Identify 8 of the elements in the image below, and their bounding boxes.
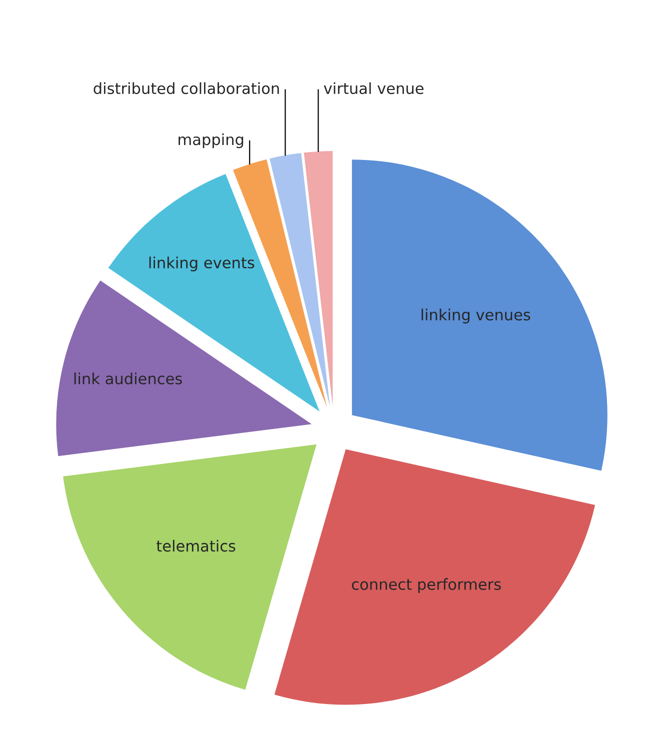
slice-label: telematics [156, 540, 236, 552]
slice-label: link audiences [74, 372, 182, 384]
slice-label: distributed collaboration [94, 82, 279, 94]
slice-label: linking events [149, 256, 254, 272]
slice-label: virtual venue [324, 82, 424, 94]
slice-label: linking venues [422, 308, 530, 324]
slice-label: connect performers [352, 578, 501, 593]
slice-label: mapping [178, 133, 244, 148]
